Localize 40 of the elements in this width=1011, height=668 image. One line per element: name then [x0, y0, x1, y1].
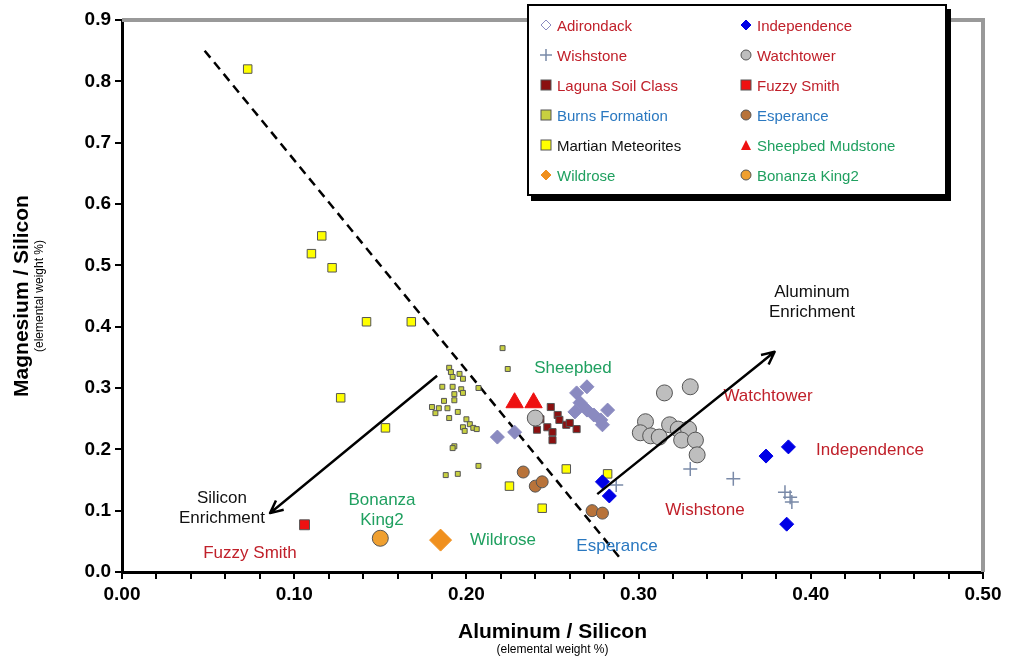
legend-label: Esperance — [757, 106, 829, 124]
legend-label: Burns Formation — [557, 106, 668, 124]
legend-label: Independence — [757, 16, 853, 34]
annotation: Wildrose — [469, 529, 537, 549]
annotation: Sheepbed — [534, 357, 612, 377]
annotation: Fuzzy Smith — [203, 542, 297, 562]
annotation: Bonanza King2 — [348, 489, 417, 529]
annotation: Silicon Enrichment — [179, 487, 266, 527]
y-tick-label: 0.4 — [84, 314, 112, 336]
y-tick-label: 0.6 — [84, 192, 111, 214]
legend-label: Watchtower — [757, 46, 836, 64]
x-tick-label: 0.50 — [964, 582, 1002, 604]
legend-label: Laguna Soil Class — [557, 76, 678, 94]
annotation: Independence — [816, 439, 924, 459]
x-tick-label: 0.30 — [620, 582, 658, 604]
annotation: Watchtower — [723, 385, 813, 405]
y-axis-title: Magnesium / Silicon (elemental weight %) — [9, 194, 46, 399]
legend-label: Martian Meteorites — [557, 136, 682, 154]
x-tick-label: 0.10 — [275, 582, 313, 604]
x-tick-label: 0.00 — [103, 582, 141, 604]
legend-label: Bonanza King2 — [757, 166, 859, 184]
x-tick-label: 0.20 — [447, 582, 485, 604]
annotation: Aluminum Enrichment — [769, 281, 856, 321]
x-tick-label: 0.40 — [792, 582, 830, 604]
y-tick-label: 0.0 — [84, 560, 111, 582]
y-tick-label: 0.1 — [84, 498, 112, 520]
annotation: Wishstone — [665, 499, 745, 519]
x-axis-title: Aluminum / Silicon (elemental weight %) — [457, 619, 648, 656]
y-tick-label: 0.9 — [84, 8, 111, 30]
y-tick-label: 0.7 — [84, 130, 111, 152]
legend-label: Fuzzy Smith — [757, 76, 840, 94]
y-tick-label: 0.2 — [84, 437, 111, 459]
annotation: Esperance — [576, 535, 658, 555]
legend-label: Wishstone — [557, 46, 628, 64]
legend-label: Adirondack — [557, 16, 633, 34]
legend-label: Wildrose — [557, 166, 616, 184]
y-tick-label: 0.5 — [84, 253, 112, 275]
y-tick-label: 0.8 — [84, 69, 111, 91]
legend-label: Sheepbed Mudstone — [757, 136, 896, 154]
y-tick-label: 0.3 — [84, 376, 111, 398]
